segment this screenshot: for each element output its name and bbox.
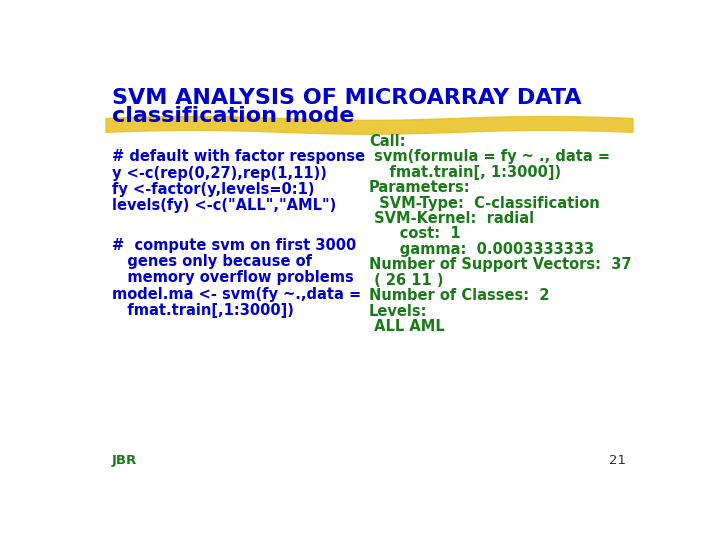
Text: Number of Support Vectors:  37: Number of Support Vectors: 37: [369, 257, 631, 272]
Text: cost:  1: cost: 1: [369, 226, 461, 241]
Text: # default with factor response: # default with factor response: [112, 150, 365, 165]
Text: memory overflow problems: memory overflow problems: [112, 271, 354, 285]
Text: genes only because of: genes only because of: [112, 254, 312, 269]
Text: classification mode: classification mode: [112, 106, 354, 126]
Text: SVM ANALYSIS OF MICROARRAY DATA: SVM ANALYSIS OF MICROARRAY DATA: [112, 88, 581, 108]
Text: svm(formula = fy ~ ., data =: svm(formula = fy ~ ., data =: [369, 150, 610, 165]
Text: JBR: JBR: [112, 454, 137, 467]
Text: ( 26 11 ): ( 26 11 ): [369, 273, 444, 288]
Text: #  compute svm on first 3000: # compute svm on first 3000: [112, 238, 356, 253]
Text: gamma:  0.0003333333: gamma: 0.0003333333: [369, 242, 594, 257]
Text: y <-c(rep(0,27),rep(1,11)): y <-c(rep(0,27),rep(1,11)): [112, 166, 327, 181]
Text: levels(fy) <-c("ALL","AML"): levels(fy) <-c("ALL","AML"): [112, 198, 336, 213]
Text: SVM-Type:  C-classification: SVM-Type: C-classification: [369, 195, 600, 211]
Text: Levels:: Levels:: [369, 303, 428, 319]
Text: fy <-factor(y,levels=0:1): fy <-factor(y,levels=0:1): [112, 182, 314, 197]
Text: model.ma <- svm(fy ~.,data =: model.ma <- svm(fy ~.,data =: [112, 287, 361, 301]
Text: fmat.train[,1:3000]): fmat.train[,1:3000]): [112, 303, 294, 318]
Text: Number of Classes:  2: Number of Classes: 2: [369, 288, 549, 303]
Text: fmat.train[, 1:3000]): fmat.train[, 1:3000]): [369, 165, 561, 180]
Text: SVM-Kernel:  radial: SVM-Kernel: radial: [369, 211, 534, 226]
Text: Parameters:: Parameters:: [369, 180, 471, 195]
Text: ALL AML: ALL AML: [369, 319, 445, 334]
Text: 21: 21: [609, 454, 626, 467]
Text: Call:: Call:: [369, 134, 405, 149]
